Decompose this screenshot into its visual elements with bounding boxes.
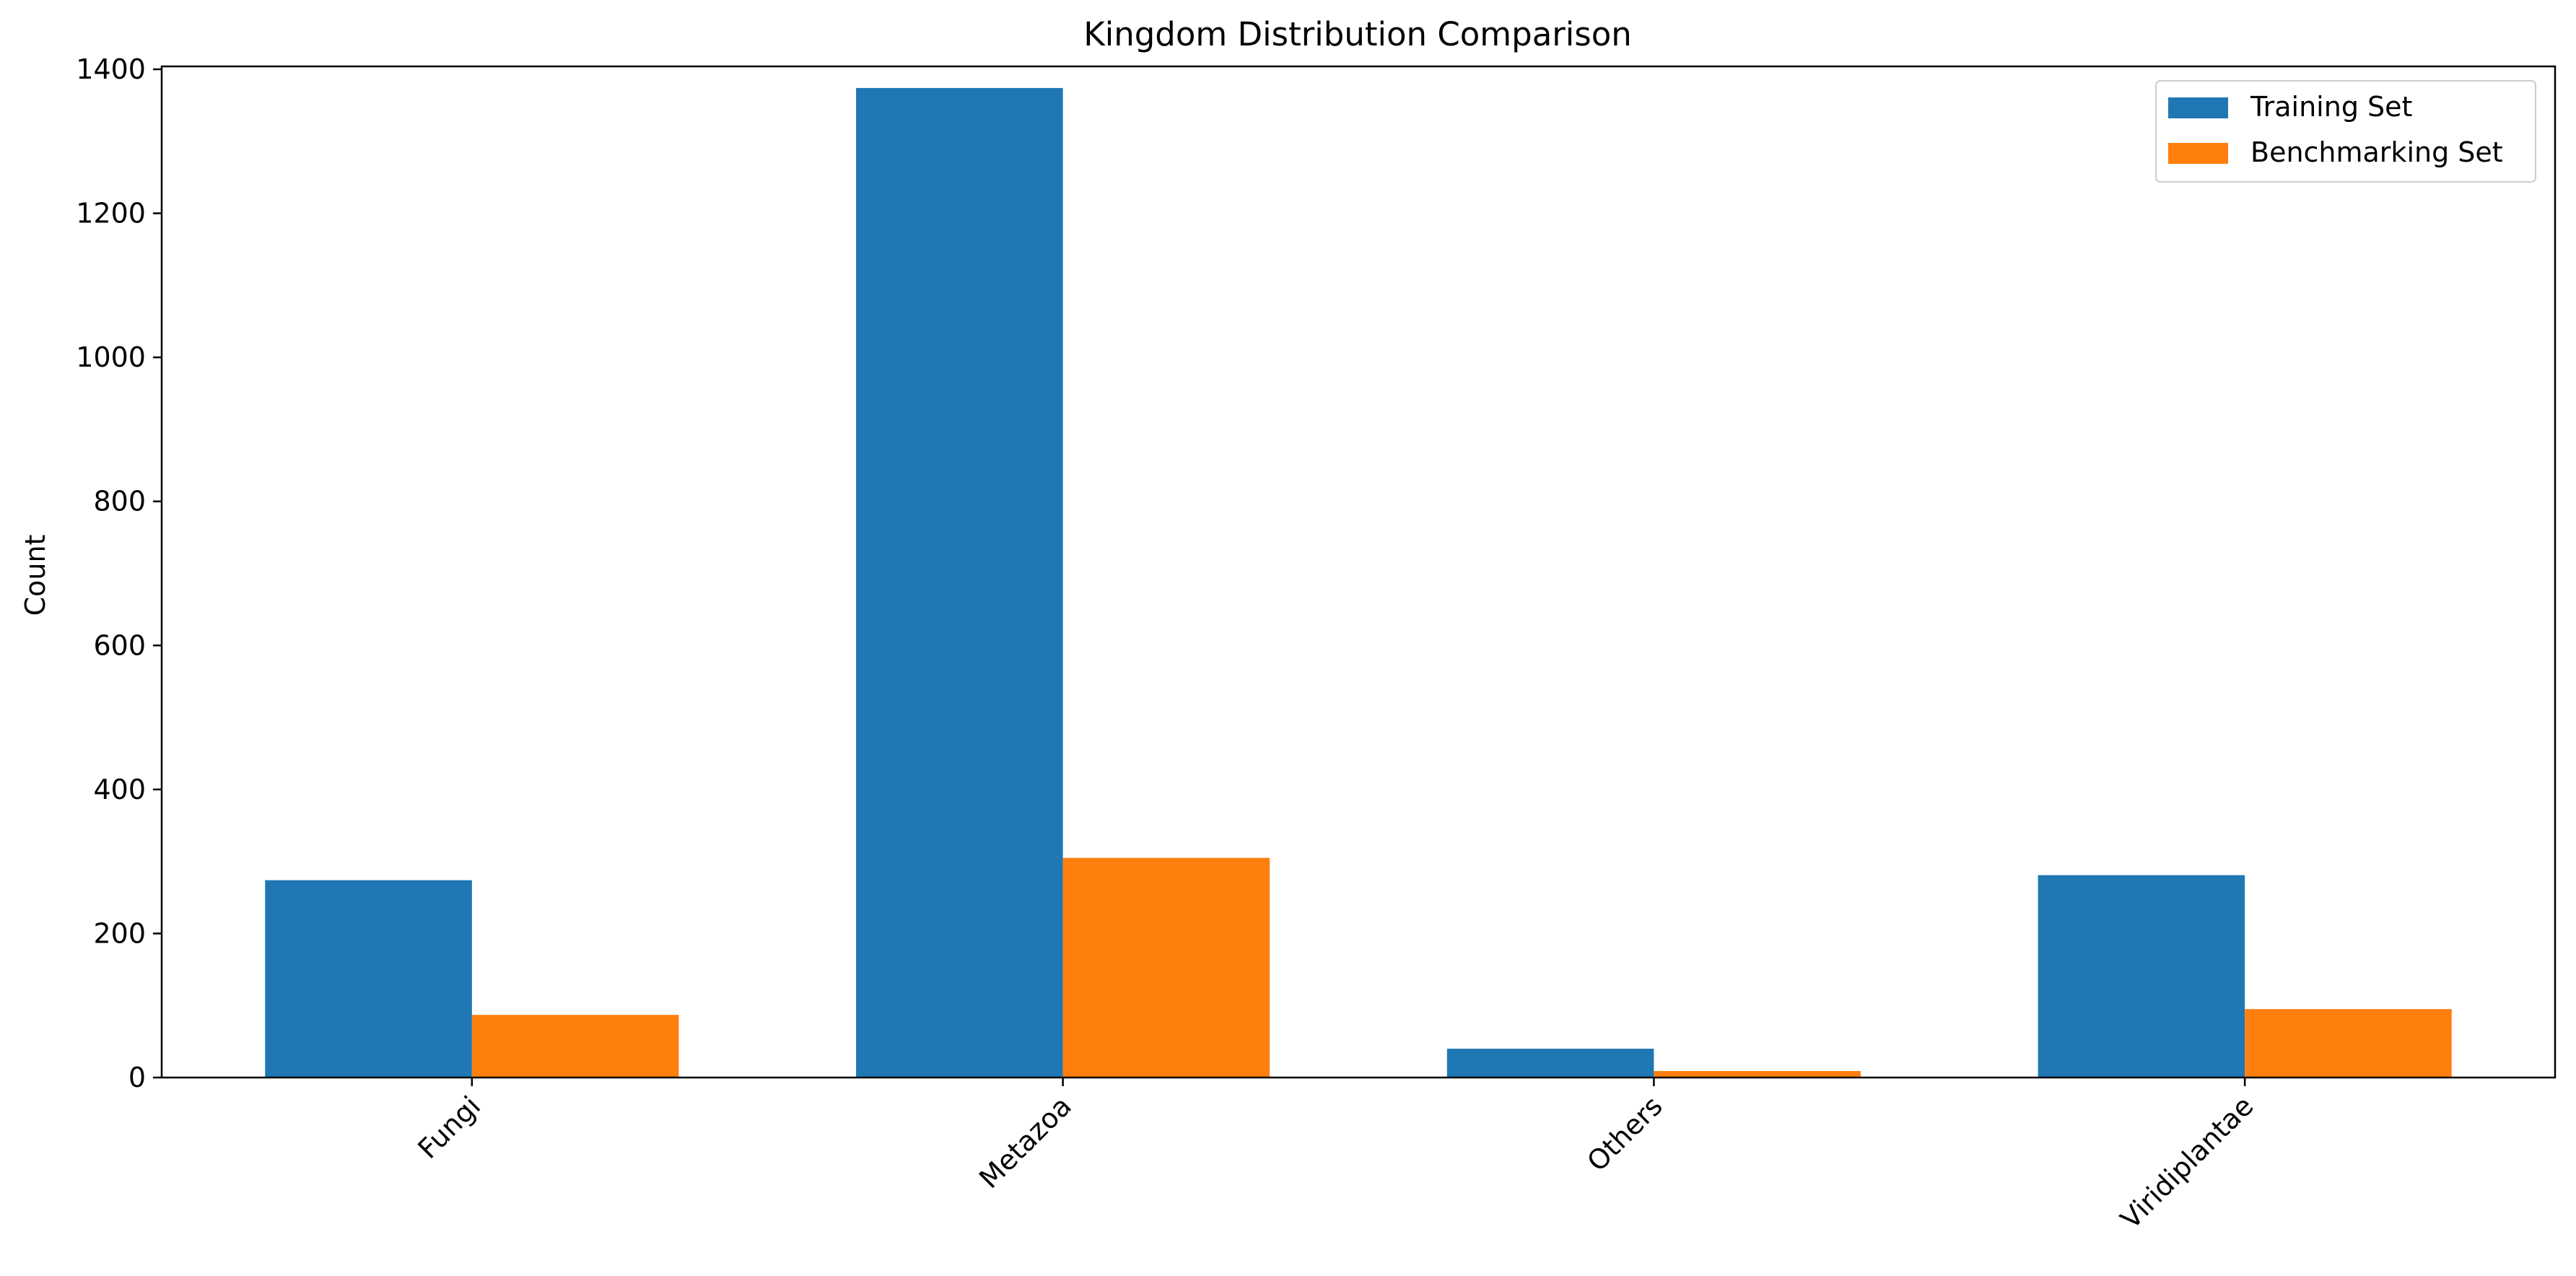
y-tick-label: 1000 [76,341,146,373]
bar-viridiplantae-training-set [2038,875,2245,1078]
y-tick-label: 800 [93,486,146,517]
legend-label-1: Training Set [2250,91,2412,123]
bar-fungi-training-set [265,880,472,1078]
y-tick-label: 600 [93,629,146,661]
y-axis-label: Count [19,535,51,616]
legend-swatch-1 [2168,97,2228,118]
chart-title: Kingdom Distribution Comparison [1083,15,1632,53]
bar-viridiplantae-benchmarking-set [2245,1009,2452,1078]
y-tick-label: 1400 [76,53,146,85]
plot-area [265,87,2452,1078]
legend-label-2: Benchmarking Set [2250,136,2503,168]
bar-others-training-set [1446,1049,1654,1078]
bar-metazoa-benchmarking-set [1062,857,1270,1078]
legend-swatch-2 [2168,143,2228,164]
legend-box [2155,80,2536,183]
y-tick-label: 200 [93,917,146,949]
legend: Training Set Benchmarking Set [2155,80,2536,183]
y-tick-label: 400 [93,774,146,805]
bar-metazoa-training-set [856,87,1063,1078]
bar-fungi-benchmarking-set [471,1015,679,1078]
axes-frame [160,65,2557,1079]
y-tick-label: 0 [128,1062,146,1093]
y-tick-label: 1200 [76,198,146,230]
bar-others-benchmarking-set [1654,1071,1861,1078]
